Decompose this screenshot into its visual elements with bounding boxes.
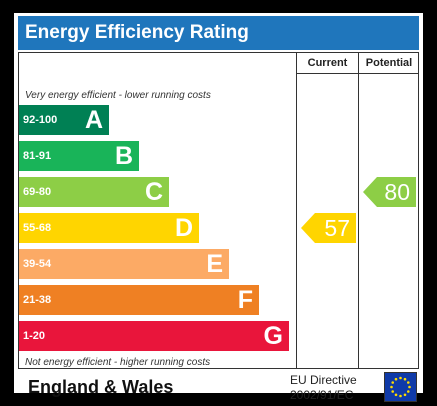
eu-star-icon <box>391 381 395 384</box>
panel-title: Energy Efficiency Rating <box>18 16 419 50</box>
rating-chart: Current Potential Very energy efficient … <box>18 52 419 369</box>
band-letter: G <box>263 322 283 350</box>
band-f: 21-38 F <box>19 285 259 315</box>
band-letter: F <box>237 286 253 314</box>
potential-rating-arrow: 80 <box>363 177 416 207</box>
eu-star-icon <box>394 377 398 381</box>
band-range: 92-100 <box>23 114 58 126</box>
band-c: 69-80 C <box>19 177 169 207</box>
band-range: 69-80 <box>23 186 52 198</box>
band-letter: E <box>206 250 223 278</box>
eu-flag-icon <box>384 372 417 402</box>
band-a: 92-100 A <box>19 105 109 135</box>
potential-rating-value: 80 <box>384 179 410 205</box>
eu-star-icon <box>391 390 395 393</box>
bottom-note: Not energy efficient - higher running co… <box>25 357 211 368</box>
eu-star-icon <box>406 390 410 393</box>
band-d: 55-68 D <box>19 213 199 243</box>
current-column-header: Current <box>307 57 348 69</box>
eu-star-icon <box>406 381 410 384</box>
band-range: 39-54 <box>23 258 52 270</box>
band-e: 39-54 E <box>19 249 229 279</box>
region-label: England & Wales <box>28 377 174 397</box>
current-rating-value: 57 <box>324 215 350 241</box>
header-divider <box>297 73 418 74</box>
eu-star-icon <box>403 393 407 397</box>
potential-column-header: Potential <box>365 57 413 69</box>
band-letter: D <box>174 214 193 242</box>
band-b: 81-91 B <box>19 141 139 171</box>
energy-rating-panel: Energy Efficiency Rating Current Potenti… <box>14 13 423 402</box>
band-letter: B <box>114 142 133 170</box>
band-g: 1-20 G <box>19 321 289 351</box>
band-letter: A <box>84 106 103 134</box>
directive-line-2: 2002/91/EC <box>290 388 354 402</box>
band-range: 81-91 <box>23 150 52 162</box>
eu-star-icon <box>399 376 402 380</box>
eu-star-icon <box>403 377 407 381</box>
eu-directive: EU Directive 2002/91/EC <box>290 373 357 403</box>
eu-star-icon <box>390 385 393 389</box>
eu-star-icon <box>408 385 411 389</box>
band-range: 1-20 <box>23 330 46 342</box>
current-column-divider <box>296 53 297 368</box>
directive-line-1: EU Directive <box>290 373 357 387</box>
potential-column-divider <box>358 53 359 368</box>
eu-star-icon <box>399 394 402 398</box>
top-note: Very energy efficient - lower running co… <box>25 90 211 101</box>
band-letter: C <box>144 178 163 206</box>
eu-star-icon <box>394 393 398 397</box>
band-range: 55-68 <box>23 222 52 234</box>
band-range: 21-38 <box>23 294 52 306</box>
current-rating-arrow: 57 <box>301 213 356 243</box>
